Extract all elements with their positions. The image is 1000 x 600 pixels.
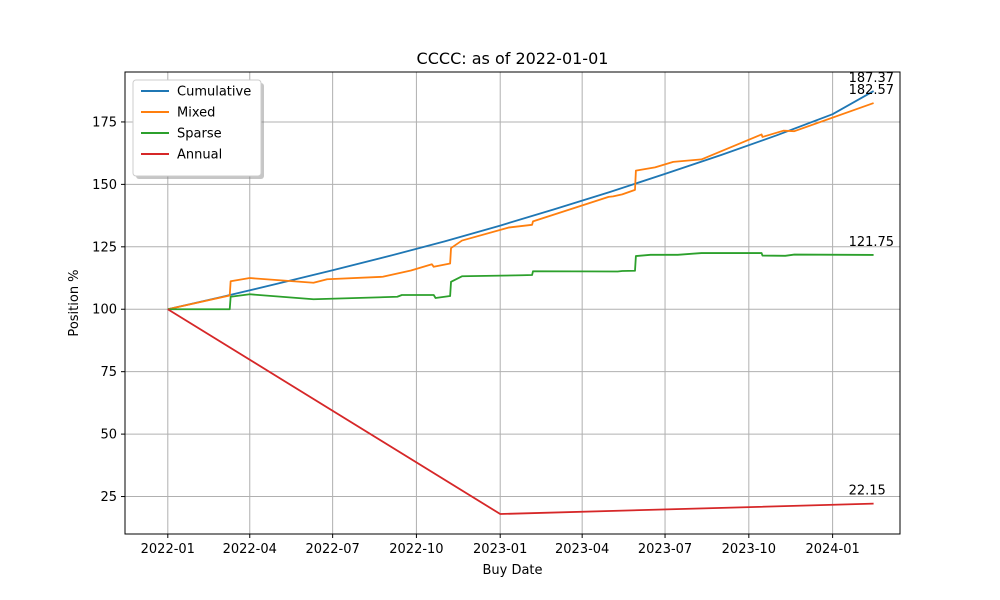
y-tick-label: 75: [100, 365, 117, 380]
x-tick-label: 2023-10: [722, 542, 776, 557]
x-axis: 2022-01 2022-04 2022-07 2022-10 2023-01 2023-…: [141, 534, 860, 557]
grid: [125, 72, 900, 534]
plot-frame: [124, 71, 901, 535]
end-label-cumulative: 187.37: [849, 71, 895, 86]
y-tick-label: 150: [92, 178, 117, 193]
y-axis: 25 50 75 100 125 150 175: [92, 115, 125, 505]
end-label-annual: 22.15: [849, 484, 886, 499]
x-axis-label: Buy Date: [482, 563, 542, 578]
x-tick-label: 2022-01: [141, 542, 195, 557]
legend-label-mixed: Mixed: [177, 106, 215, 121]
series-line-sparse: [167, 252, 874, 311]
x-tick-label: 2023-07: [638, 542, 692, 557]
y-tick-label: 50: [100, 428, 117, 443]
y-tick-label: 125: [92, 240, 117, 255]
x-tick-label: 2023-01: [473, 542, 527, 557]
chart-title: CCCC: as of 2022-01-01: [417, 49, 609, 68]
x-tick-label: 2022-10: [389, 542, 443, 557]
y-tick-label: 175: [92, 115, 117, 130]
series-line-cumulative: [167, 90, 875, 311]
x-tick-label: 2022-04: [223, 542, 277, 557]
y-tick-label: 25: [100, 490, 117, 505]
y-tick-label: 100: [92, 303, 117, 318]
end-label-sparse: 121.75: [849, 235, 895, 250]
legend-label-annual: Annual: [177, 148, 222, 163]
end-label-mixed: 182.57: [849, 83, 895, 98]
x-tick-label: 2024-01: [805, 542, 859, 557]
x-tick-label: 2022-07: [305, 542, 359, 557]
legend-box: [132, 79, 262, 177]
legend-label-cumulative: Cumulative: [177, 85, 251, 100]
y-axis-label: Position %: [67, 269, 82, 336]
series-lines: [167, 90, 875, 515]
series-line-annual: [167, 308, 874, 515]
series-line-mixed: [167, 102, 874, 311]
legend: Cumulative Mixed Sparse Annual: [132, 79, 264, 179]
x-tick-label: 2023-04: [555, 542, 609, 557]
legend-label-sparse: Sparse: [177, 127, 222, 142]
